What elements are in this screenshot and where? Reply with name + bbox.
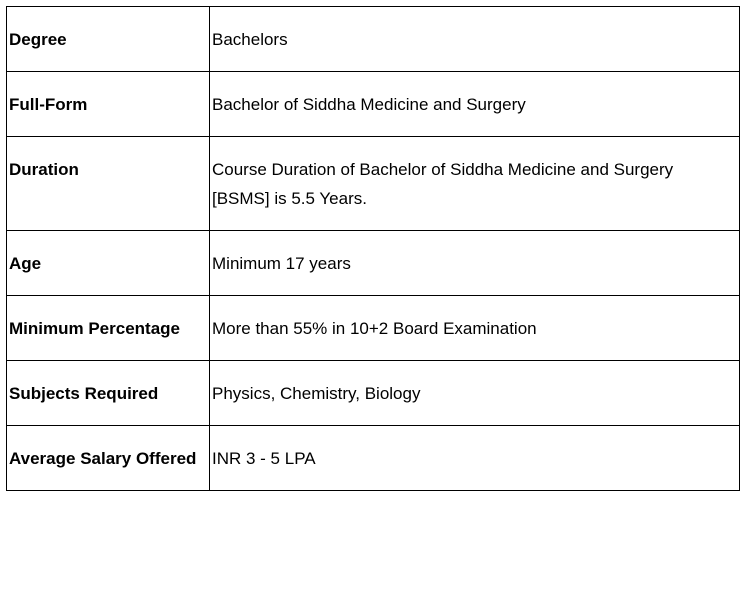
row-value: Physics, Chemistry, Biology	[209, 360, 740, 426]
table-row: Degree Bachelors	[6, 6, 740, 72]
table-row: Full-Form Bachelor of Siddha Medicine an…	[6, 71, 740, 137]
row-label: Age	[6, 230, 210, 296]
row-label: Duration	[6, 136, 210, 231]
row-value: Bachelor of Siddha Medicine and Surgery	[209, 71, 740, 137]
table-row: Subjects Required Physics, Chemistry, Bi…	[6, 360, 740, 426]
row-label: Subjects Required	[6, 360, 210, 426]
row-value: Minimum 17 years	[209, 230, 740, 296]
course-info-table: Degree Bachelors Full-Form Bachelor of S…	[6, 6, 740, 491]
table-row: Average Salary Offered INR 3 - 5 LPA	[6, 425, 740, 491]
row-value: Course Duration of Bachelor of Siddha Me…	[209, 136, 740, 231]
table-row: Age Minimum 17 years	[6, 230, 740, 296]
row-label: Full-Form	[6, 71, 210, 137]
table-row: Duration Course Duration of Bachelor of …	[6, 136, 740, 231]
row-label: Average Salary Offered	[6, 425, 210, 491]
table-row: Minimum Percentage More than 55% in 10+2…	[6, 295, 740, 361]
row-value: INR 3 - 5 LPA	[209, 425, 740, 491]
row-label: Minimum Percentage	[6, 295, 210, 361]
row-value: Bachelors	[209, 6, 740, 72]
row-label: Degree	[6, 6, 210, 72]
row-value: More than 55% in 10+2 Board Examination	[209, 295, 740, 361]
